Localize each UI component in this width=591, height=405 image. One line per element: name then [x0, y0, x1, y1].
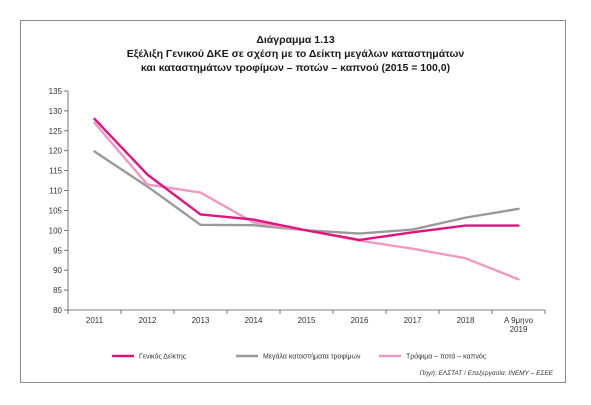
chart-title-line-1: Διάγραμμα 1.13	[256, 34, 335, 46]
y-tick-label: 105	[49, 206, 63, 215]
chart-title-line-3: και καταστημάτων τροφίμων – ποτών – καπν…	[140, 62, 451, 74]
x-tick-label: Α 9μηνο	[504, 316, 534, 325]
y-tick-label: 135	[49, 87, 63, 96]
y-tick-label: 95	[53, 246, 62, 255]
y-tick-label: 85	[53, 286, 62, 295]
legend-label: Γενικός Δείκτης	[139, 353, 187, 361]
y-tick-label: 90	[53, 266, 62, 275]
x-tick-label: 2014	[245, 316, 263, 325]
series-line-1	[93, 150, 520, 235]
y-tick-label: 115	[49, 167, 62, 176]
source-note: Πηγή: ΕΛΣΤΑΤ / Επεξεργασία: ΙΝΕΜΥ – ΕΣΕΕ	[420, 369, 554, 377]
x-tick-label: 2012	[139, 316, 157, 325]
chart-frame	[20, 20, 566, 383]
y-tick-label: 80	[53, 306, 62, 315]
y-tick-label: 130	[49, 107, 63, 116]
x-tick-label: 2016	[351, 316, 369, 325]
x-tick-label: 2018	[457, 316, 475, 325]
x-tick-label: 2017	[404, 316, 422, 325]
chart-title-line-2: Εξέλιξη Γενικού ΔΚΕ σε σχέση με το Δείκτ…	[126, 48, 465, 60]
series-line-2	[93, 121, 520, 281]
x-tick-label: 2019	[510, 325, 528, 334]
y-tick-label: 100	[49, 226, 63, 235]
series-line-0	[93, 117, 520, 242]
x-tick-label: 2011	[86, 316, 104, 325]
y-tick-label: 120	[49, 147, 63, 156]
legend-label: Τρόφιμα – ποτά – καπνός	[406, 353, 487, 361]
x-tick-label: 2015	[298, 316, 316, 325]
y-tick-label: 125	[49, 127, 63, 136]
x-tick-label: 2013	[192, 316, 210, 325]
y-tick-label: 110	[49, 187, 62, 196]
legend-label: Μεγάλα καταστήματα τροφίμων	[263, 353, 361, 361]
